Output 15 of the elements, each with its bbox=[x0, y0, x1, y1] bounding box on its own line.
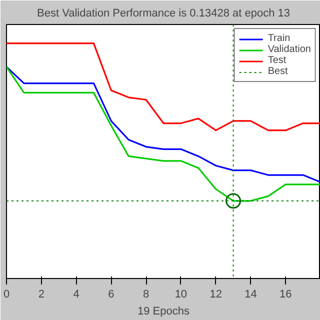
x-tick-label: 4 bbox=[73, 288, 80, 300]
legend-label: Train bbox=[268, 33, 290, 44]
x-tick-label: 16 bbox=[279, 288, 292, 300]
chart-title: Best Validation Performance is 0.13428 at epoch 13 bbox=[37, 8, 290, 20]
x-tick-label: 10 bbox=[174, 288, 188, 300]
x-tick-label: 2 bbox=[38, 288, 44, 300]
ref-line-label: Best bbox=[268, 66, 288, 77]
x-tick-label: 0 bbox=[3, 288, 10, 300]
x-tick-label: 8 bbox=[142, 288, 150, 300]
legend-label: Test bbox=[268, 55, 288, 66]
x-axis-title: 19 Epochs bbox=[138, 306, 190, 318]
x-tick-label: 6 bbox=[108, 288, 114, 300]
x-tick-label: 12 bbox=[210, 288, 222, 300]
legend-label: Validation bbox=[268, 44, 311, 55]
x-tick-label: 14 bbox=[244, 288, 257, 300]
